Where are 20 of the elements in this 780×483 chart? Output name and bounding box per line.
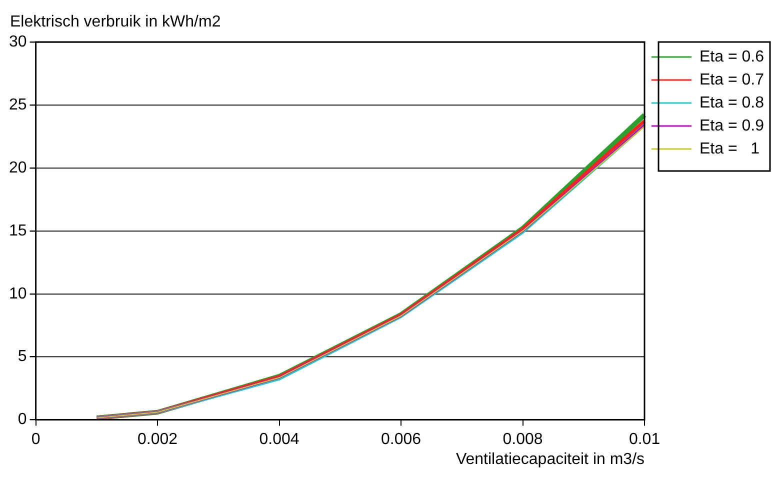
y-axis-title: Elektrisch verbruik in kWh/m2 (10, 13, 221, 30)
y-tick-label: 10 (9, 285, 27, 302)
legend-label: Eta = 0.6 (700, 48, 764, 66)
legend-label: Eta = 0.7 (700, 71, 764, 88)
x-tick-label: 0.002 (138, 430, 178, 448)
x-tick-label: 0.006 (381, 430, 422, 448)
y-tick-label: 25 (9, 96, 27, 114)
y-tick-label: 15 (9, 222, 27, 240)
x-tick-label: 0.008 (502, 430, 543, 448)
legend-label: Eta = 0.8 (700, 94, 764, 112)
y-tick-label: 5 (18, 348, 27, 366)
x-tick-label: 0 (31, 430, 40, 448)
y-tick-label: 30 (9, 33, 27, 50)
legend-label: Eta = 1 (700, 140, 760, 158)
x-axis-title: Ventilatiecapaciteit in m3/s (456, 451, 645, 468)
legend-label: Eta = 0.9 (700, 117, 764, 134)
x-tick-label: 0.004 (259, 430, 300, 448)
y-tick-label: 20 (9, 159, 27, 176)
y-tick-label: 0 (18, 411, 27, 428)
x-tick-label: 0.01 (628, 430, 660, 448)
